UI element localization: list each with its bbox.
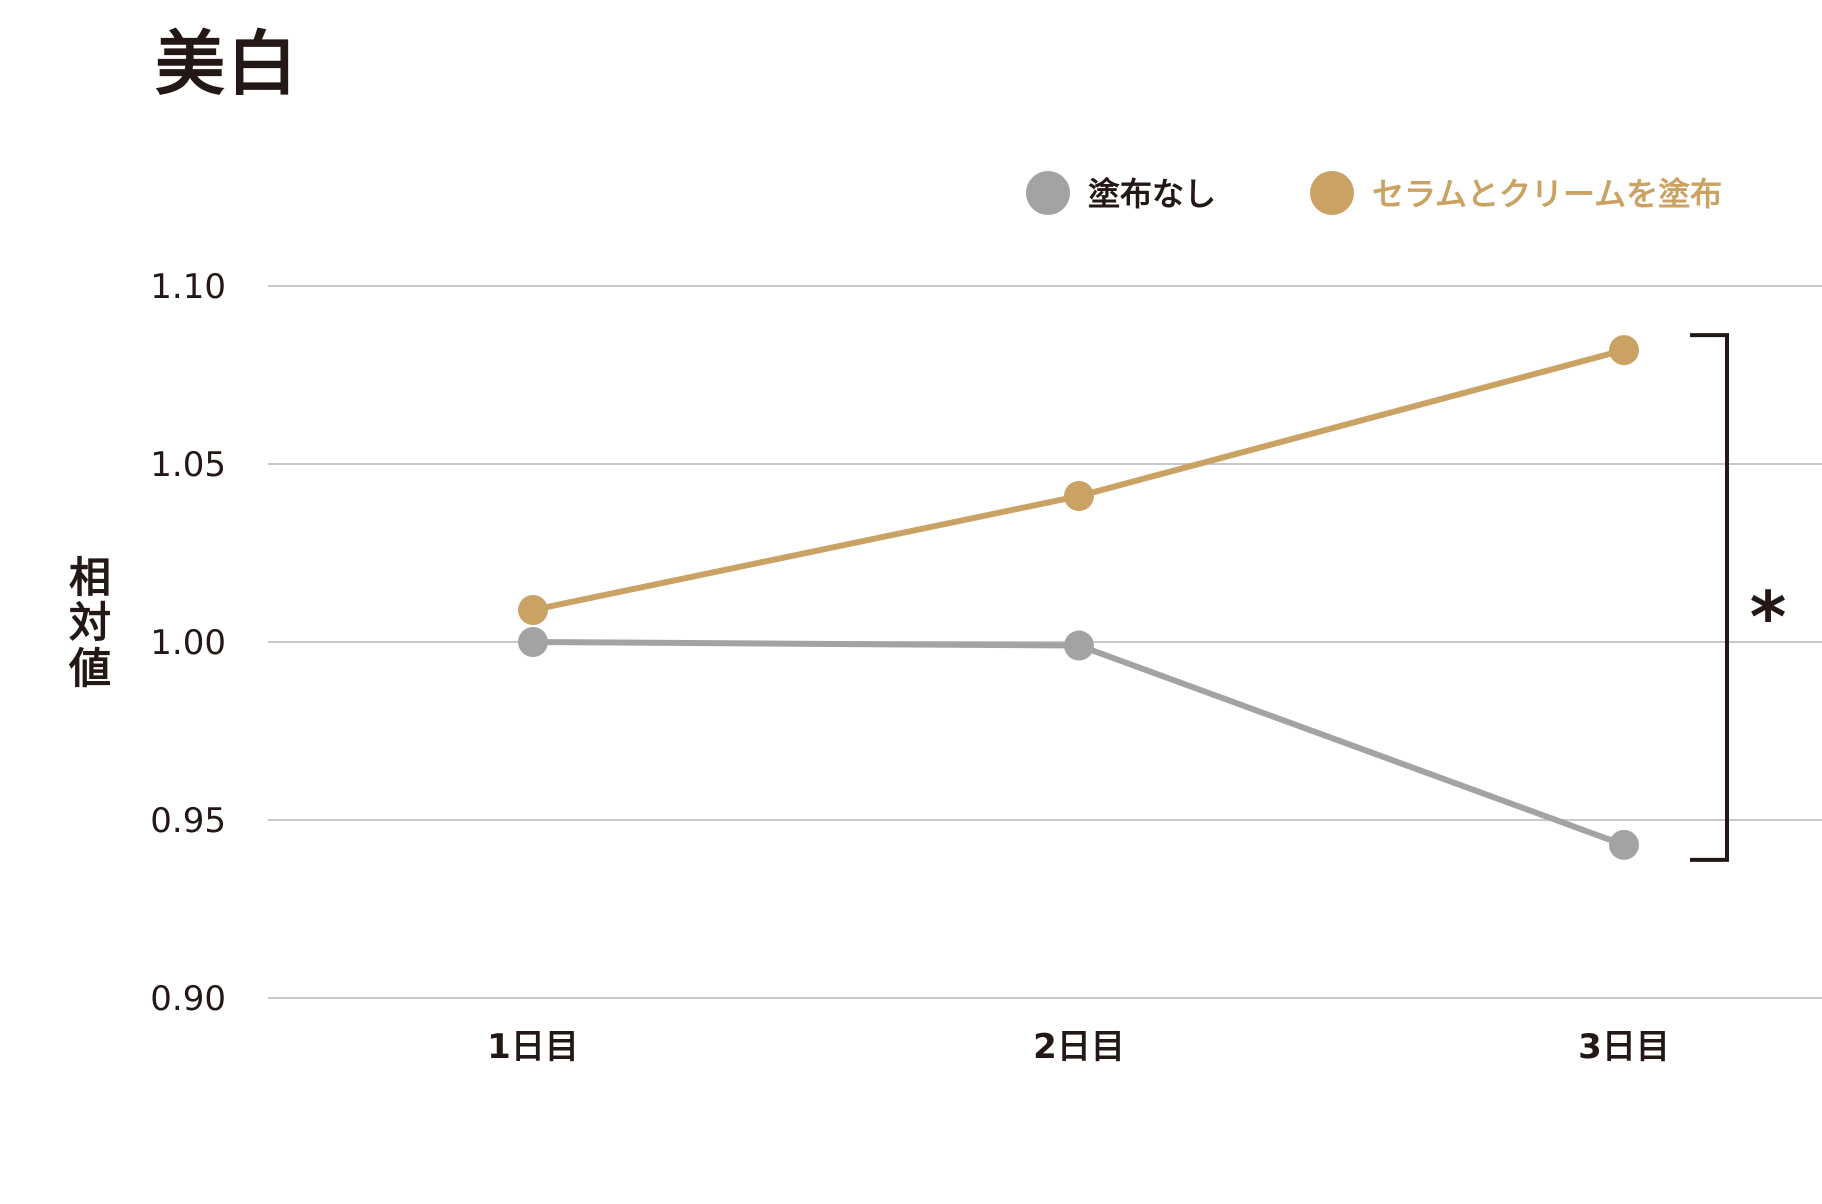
- data-point: [1064, 630, 1094, 661]
- y-axis-label-char: 対: [68, 598, 111, 648]
- data-point: [518, 594, 548, 625]
- legend-label: 塗布なし: [1088, 175, 1216, 213]
- x-tick-label: 3日目: [1578, 1027, 1670, 1067]
- y-axis-label-char: 値: [68, 643, 111, 693]
- significance-asterisk: *: [1750, 577, 1787, 659]
- y-tick-label: 1.00: [150, 623, 226, 663]
- significance-annotation: *: [1690, 333, 1787, 862]
- data-point: [1609, 829, 1639, 860]
- y-tick-labels: 1.10 1.05 1.00 0.95 0.90: [150, 267, 226, 1019]
- chart-title: 美白: [155, 23, 299, 105]
- data-point: [1609, 335, 1639, 366]
- y-tick-label: 0.95: [150, 801, 226, 841]
- grid-lines: [268, 285, 1822, 999]
- y-axis-label: 相対値: [60, 555, 120, 691]
- series-lines: [532, 347, 1626, 848]
- legend-label: セラムとクリームを塗布: [1372, 175, 1722, 213]
- series-line: [532, 347, 1625, 613]
- series-line: [532, 639, 1626, 848]
- y-tick-label: 0.90: [150, 979, 226, 1019]
- y-tick-label: 1.05: [150, 445, 226, 485]
- x-tick-label: 1日目: [487, 1027, 579, 1067]
- x-tick-label: 2日目: [1033, 1027, 1125, 1067]
- y-tick-label: 1.10: [150, 267, 226, 307]
- data-point: [1064, 481, 1094, 512]
- legend-marker: [1310, 171, 1354, 215]
- x-tick-labels: 1日目 2日目 3日目: [487, 1027, 1670, 1067]
- series-points: [518, 335, 1639, 860]
- y-axis-label-char: 相: [68, 553, 111, 602]
- data-point: [518, 627, 548, 657]
- legend-marker: [1026, 171, 1070, 215]
- legend: 塗布なし セラムとクリームを塗布: [1026, 171, 1722, 215]
- significance-bracket: [1690, 333, 1729, 862]
